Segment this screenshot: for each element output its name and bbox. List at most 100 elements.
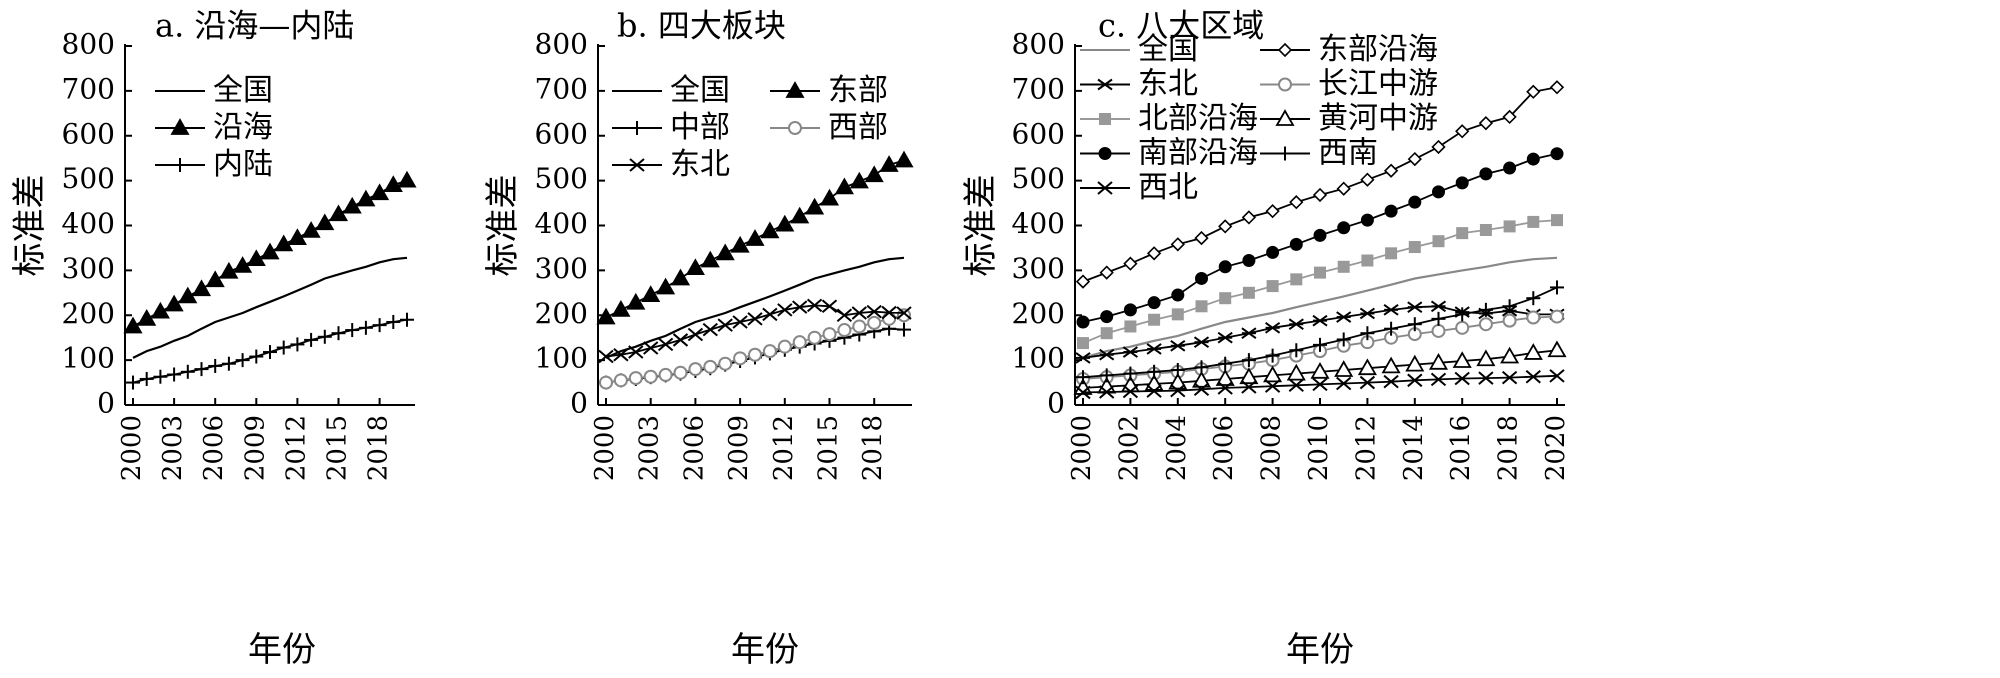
series-全国 [605, 256, 905, 359]
data-point [1289, 343, 1304, 358]
data-point [1217, 331, 1233, 344]
y-tick-label: 500 [1012, 162, 1065, 195]
data-point [864, 165, 884, 183]
data-point [276, 340, 291, 355]
data-point [123, 316, 143, 334]
data-point [628, 371, 643, 386]
data-point [1336, 181, 1351, 196]
data-point [1286, 363, 1306, 381]
data-point [700, 250, 720, 268]
data-point-b [806, 298, 823, 313]
data-point [1099, 265, 1114, 280]
data-point [1430, 300, 1447, 313]
data-point [1099, 368, 1114, 383]
legend-marker [170, 118, 190, 135]
y-tick-label: 700 [535, 72, 588, 105]
x-tick-label: 2012 [769, 415, 799, 481]
data-point [383, 175, 403, 193]
data-point [1455, 124, 1470, 139]
data-point [1217, 381, 1233, 395]
data-point [1407, 301, 1423, 313]
chart-panel-0: a. 沿海—内陆 0 100 200 300 400 500 600 700 800 2000 200… [10, 7, 417, 670]
x-tick-label: 2010 [1304, 415, 1334, 481]
data-point-b [896, 306, 912, 320]
data-point [1431, 311, 1446, 326]
legend-item: 中部 [612, 110, 730, 145]
data-point [1334, 360, 1354, 377]
series-line [1082, 256, 1558, 359]
legend-marker [630, 121, 644, 135]
legend-marker-b [1097, 181, 1113, 195]
data-point [1310, 361, 1330, 379]
data-point [1168, 372, 1188, 390]
legend-label: 西部 [828, 110, 888, 145]
data-point [1242, 286, 1255, 299]
data-point [205, 270, 225, 288]
legend-marker [1275, 109, 1295, 126]
legend-item: 北部沿海 [1080, 101, 1258, 136]
data-point [1241, 380, 1257, 394]
data-point [235, 353, 250, 368]
data-point [1239, 367, 1259, 385]
data-point [1502, 299, 1517, 314]
data-point [836, 308, 853, 323]
data-point [1148, 313, 1161, 326]
data-point-b [672, 333, 689, 347]
legend-item: 全国 [612, 73, 730, 108]
data-point-b [1217, 381, 1233, 395]
series-西北 [1075, 369, 1565, 400]
data-point [1266, 280, 1279, 293]
data-point [745, 229, 765, 246]
data-point [657, 337, 674, 352]
data-point [1478, 116, 1494, 131]
legend-item: 西部 [770, 110, 888, 145]
data-point [1501, 370, 1518, 385]
data-point [1218, 219, 1233, 234]
data-point [1312, 187, 1328, 203]
series-内陆 [126, 312, 414, 390]
legend-label: 中部 [670, 110, 730, 145]
data-point [301, 221, 321, 238]
data-point [1384, 204, 1398, 218]
data-point [1099, 385, 1115, 399]
y-tick-label: 0 [570, 387, 588, 420]
data-point-b [1264, 379, 1281, 393]
data-point-b [1525, 369, 1541, 384]
legend-item: 东北 [612, 147, 730, 182]
data-point [1313, 228, 1327, 242]
data-point [1407, 373, 1423, 388]
data-point [611, 300, 631, 317]
data-point [1124, 320, 1137, 333]
y-tick-label: 800 [1012, 28, 1065, 61]
data-point-b [1288, 378, 1304, 393]
data-point [1336, 332, 1351, 347]
series-东北 [598, 298, 912, 364]
y-tick-label: 800 [62, 28, 115, 61]
series-东部沿海 [1075, 80, 1565, 289]
data-point-b [1075, 385, 1091, 400]
data-point [1312, 377, 1328, 392]
data-point [762, 344, 777, 359]
data-point [287, 228, 307, 245]
data-point [1359, 375, 1376, 390]
data-point [1289, 237, 1303, 251]
data-point [1218, 260, 1232, 274]
data-point-b [613, 347, 629, 362]
y-tick-label: 700 [1012, 72, 1065, 105]
legend-label: 东北 [670, 147, 730, 182]
data-point [1075, 352, 1091, 364]
legend-marker [1278, 146, 1292, 161]
data-point [1456, 227, 1469, 240]
data-point [260, 242, 280, 260]
data-point [1289, 195, 1304, 210]
data-point [126, 375, 140, 390]
legend-label: 全国 [213, 73, 273, 108]
x-axis-label: 年份 [731, 630, 799, 670]
data-point [304, 332, 319, 347]
data-point [1432, 185, 1445, 199]
y-tick-label: 100 [1012, 342, 1065, 375]
y-tick-label: 500 [535, 162, 588, 195]
y-axis-label: 标准差 [961, 175, 1001, 277]
x-tick-label: 2003 [635, 415, 665, 481]
